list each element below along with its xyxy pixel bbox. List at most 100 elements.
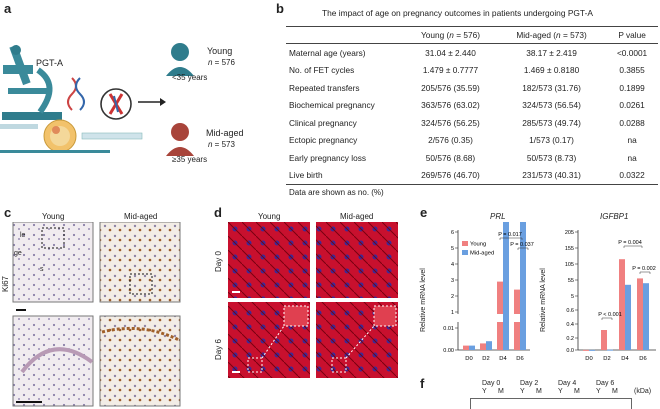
prl-x-tick-label: D2 xyxy=(482,356,489,362)
c-le-label: le xyxy=(20,232,26,239)
header-young: Young (n = 576) xyxy=(404,26,497,44)
igfbp-pvalue: P = 0.004 xyxy=(618,240,642,246)
young-group-title: Young xyxy=(207,46,233,56)
prl-bracket xyxy=(517,247,529,250)
f-ym-0: Y xyxy=(482,388,487,395)
panel-label-c: c xyxy=(4,205,12,220)
table-row: Live birth 269/576 (46.70) 231/573 (40.31)… xyxy=(286,166,658,185)
table-row: Repeated transfers 205/576 (35.59) 182/573… xyxy=(289,82,645,93)
c-young-low-mag xyxy=(12,222,94,303)
igfbp-bar xyxy=(601,330,607,350)
header-mid: Mid-aged (n = 573) xyxy=(496,26,607,44)
pgt-label: PGT-A xyxy=(36,58,64,68)
igfbp-y-tick-label: 55 xyxy=(568,278,574,284)
ihc-micrographs xyxy=(12,222,181,407)
d-day0-label: Day 0 xyxy=(214,251,223,272)
igfbp-bracket xyxy=(639,271,651,274)
d-mid-label: Mid-aged xyxy=(340,212,374,221)
igfbp-y-tick-label: 105 xyxy=(565,262,574,268)
prl-y-tick-label: 3 xyxy=(451,278,454,284)
young-group-n: n = 576 xyxy=(208,58,235,67)
mid-group-n: n = 573 xyxy=(208,140,235,149)
table-row: Maternal age (years) 31.04 ± 2.440 38.17 ±… xyxy=(289,47,648,58)
prl-bar xyxy=(463,345,469,350)
panel-label-d: d xyxy=(214,205,222,220)
prl-x-tick-label: D0 xyxy=(465,356,472,362)
f-day0: Day 0 xyxy=(482,380,501,387)
igfbp-bracket xyxy=(601,317,613,320)
prl-bracket xyxy=(499,237,523,240)
f-day2: Day 2 xyxy=(520,380,539,387)
f-ym-3: M xyxy=(536,388,542,395)
igfbp-title: IGFBP1 xyxy=(600,212,629,221)
table-row: No. of FET cycles 1.479 ± 0.7777 1.469 ± 0… xyxy=(289,65,645,76)
d-young-day0 xyxy=(228,222,310,298)
prl-pvalue: P = 0.017 xyxy=(498,232,522,238)
table-row: Clinical pregnancy 324/576 (56.25) 285/573… xyxy=(289,117,645,128)
western-blot-frame xyxy=(470,398,632,409)
table-row: Early pregnancy loss 50/576 (8.68) 50/573 … xyxy=(289,152,637,163)
c-mid-label: Mid-aged xyxy=(124,212,158,221)
igfbp-y-tick-label: 0.0 xyxy=(566,348,574,354)
f-kda: (kDa) xyxy=(634,388,652,395)
c-mid-zoom-box xyxy=(129,273,153,295)
igfbp-bar xyxy=(643,283,649,350)
c-young-label: Young xyxy=(42,212,65,221)
igfbp-pvalue: P < 0.001 xyxy=(598,312,622,318)
legend-young-swatch xyxy=(462,241,468,246)
f-ym-5: M xyxy=(574,388,580,395)
igfbp-bar xyxy=(583,349,589,351)
chromosome-icon xyxy=(100,88,132,120)
legend-mid-swatch xyxy=(462,250,468,255)
prl-y-tick-label: 0.00 xyxy=(443,348,454,354)
prl-pvalue: P = 0.037 xyxy=(510,242,534,248)
f-ym-4: Y xyxy=(558,388,563,395)
d-mid-inset xyxy=(373,305,397,327)
c-ge-label: ge xyxy=(14,250,22,257)
prl-x-tick-label: D4 xyxy=(499,356,507,362)
f-ym-7: M xyxy=(612,388,618,395)
prl-bar xyxy=(514,289,520,314)
prl-title: PRL xyxy=(490,212,506,221)
mid-group-title: Mid-aged xyxy=(206,128,244,138)
igfbp-x-tick-label: D6 xyxy=(639,356,646,362)
header-empty xyxy=(286,26,404,44)
mid-group-age: ≥35 years xyxy=(172,155,208,164)
igfbp-y-tick-label: 0.2 xyxy=(566,336,574,342)
igfbp-x-tick-label: D4 xyxy=(621,356,629,362)
igfbp-x-tick-label: D0 xyxy=(585,356,592,362)
d-mid-day0 xyxy=(316,222,398,298)
c-young-high-mag xyxy=(12,315,94,407)
table-row: Biochemical pregnancy 363/576 (63.02) 324/… xyxy=(289,100,645,111)
igfbp-bar xyxy=(637,278,643,350)
prl-bar xyxy=(469,345,475,350)
if-micrographs xyxy=(228,222,398,378)
igfbp-x-tick-label: D2 xyxy=(603,356,610,362)
prl-bar xyxy=(486,341,492,350)
embryo-biopsy-icon xyxy=(0,119,143,153)
pgt-illustration xyxy=(0,43,194,156)
igfbp-bracket xyxy=(623,245,643,248)
arrow-icon xyxy=(138,98,166,106)
igfbp-y-tick-label: 5 xyxy=(571,294,574,300)
table-footnote: Data are shown as no. (%) xyxy=(289,188,384,197)
table-row: Ectopic pregnancy 2/576 (0.35) 1/573 (0.17… xyxy=(289,135,637,146)
panel-label-f: f xyxy=(420,376,425,391)
f-day6: Day 6 xyxy=(596,380,615,387)
prl-bar-lower xyxy=(514,322,520,350)
igfbp-bar xyxy=(625,284,631,350)
igfbp-y-tick-label: 155 xyxy=(565,246,574,252)
prl-bar-lower xyxy=(497,322,503,350)
d-young-inset xyxy=(283,305,309,327)
prl-bar xyxy=(480,343,486,350)
d-day6-label: Day 6 xyxy=(214,339,223,360)
prl-bar xyxy=(497,281,503,314)
c-stain-label: Ki67 xyxy=(1,275,10,292)
prl-y-tick-label: 0.01 xyxy=(443,326,454,332)
f-ym-2: Y xyxy=(520,388,525,395)
prl-y-tick-label: 5 xyxy=(451,246,454,252)
microscope-icon xyxy=(2,44,62,120)
legend-mid-label: Mid-aged xyxy=(470,251,494,257)
prl-y-tick-label: 6 xyxy=(451,230,454,236)
igfbp-y-tick-label: 0.6 xyxy=(566,308,574,314)
